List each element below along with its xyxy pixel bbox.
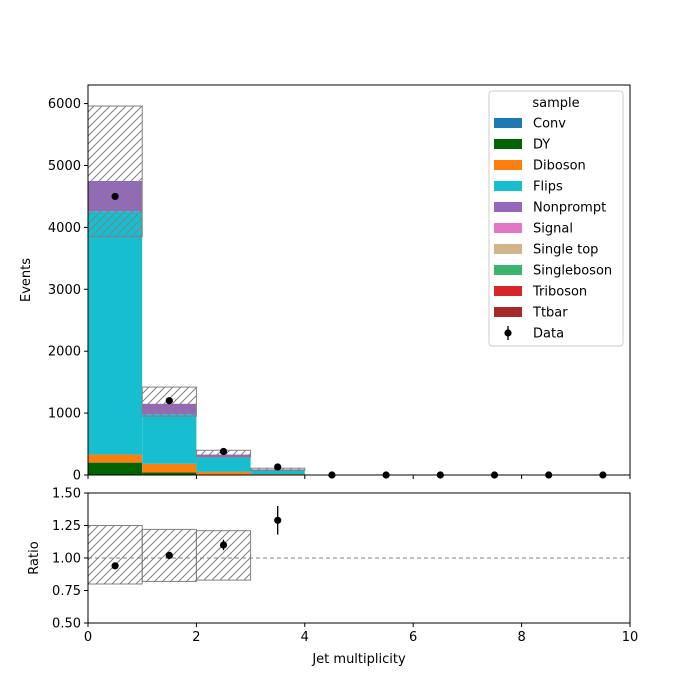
legend-label-flips: Flips [533,180,563,195]
legend-label-single-top: Single top [533,243,598,258]
legend-title: sample [532,96,579,111]
ratio-panel: 0.50 0.75 1.00 1.25 1.50 0 2 4 6 8 10 Jet multipl… [27,487,638,668]
ratio-point [111,562,119,570]
bar-flips-bin-2 [196,457,251,472]
main-y-axis-label: Events [19,258,34,302]
legend-label-triboson: Triboson [532,285,587,300]
ratio-point [165,551,173,560]
bar-flips-bin-0 [88,211,143,455]
legend-swatch-singleboson [494,265,522,275]
legend-swatch-single-top [494,244,522,254]
y-tick-label: 6000 [48,97,81,112]
legend-swatch-diboson [494,160,522,170]
ratio-uncertainty-bin-2 [195,530,252,581]
y-tick-label: 1000 [48,407,81,422]
main-axes-frame [87,84,631,476]
legend-swatch-signal [494,223,522,233]
uncertainty-band-bin-0 [87,105,143,238]
legend-label-singleboson: Singleboson [533,264,612,279]
legend-swatch-dy [494,139,522,149]
ratio-y-tick-label: 0.50 [52,617,81,632]
legend-data-marker [504,329,512,337]
ratio-point [274,516,282,524]
y-tick-label: 5000 [48,159,81,174]
y-tick-label: 3000 [48,283,81,298]
ratio-point [219,541,228,549]
ratio-y-tick-label: 0.75 [52,584,81,599]
y-tick-label: 0 [73,469,81,484]
bar-diboson-bin-3 [250,474,305,475]
legend-label-signal: Signal [533,222,573,237]
legend-label-conv: Conv [533,117,566,132]
ratio-y-axis-label: Ratio [27,541,42,574]
bar-dy-bin-1 [142,472,197,475]
x-tick-label: 2 [192,630,200,645]
legend-label-data: Data [533,327,564,342]
ratio-y-tick-label: 1.50 [52,487,81,502]
data-point [111,192,119,201]
data-point [274,463,282,471]
legend-swatch-nonprompt [494,202,522,212]
legend: sample Conv DY Diboson Flips Nonprompt Signal… [488,90,624,347]
x-tick-label: 0 [84,630,92,645]
legend-frame [488,90,624,347]
bar-dy-bin-0 [88,462,143,475]
x-tick-label: 10 [622,630,639,645]
legend-label-ttbar: Ttbar [532,306,568,321]
legend-label-dy: DY [533,138,550,153]
legend-swatch-triboson [494,286,522,296]
legend-label-diboson: Diboson [533,159,586,174]
y-tick-label: 2000 [48,345,81,360]
bar-diboson-bin-2 [196,471,251,475]
bar-diboson-bin-0 [88,454,143,463]
ratio-uncertainty-bin-0 [87,525,143,585]
legend-label-nonprompt: Nonprompt [533,201,606,216]
legend-swatch-conv [494,118,522,128]
bar-flips-bin-3 [250,470,305,475]
bar-flips-bin-1 [142,414,197,464]
y-tick-label: 4000 [48,221,81,236]
data-point [165,397,173,405]
ratio-y-tick-label: 1.25 [52,519,81,534]
legend-swatch-flips [494,181,522,191]
data-point [219,447,228,456]
x-tick-label: 8 [517,630,525,645]
bar-diboson-bin-1 [142,463,197,473]
x-tick-label: 6 [409,630,417,645]
main-panel: 0 1000 2000 3000 4000 5000 6000 Events [19,84,631,484]
x-tick-label: 4 [301,630,309,645]
legend-swatch-ttbar [494,307,522,317]
ratio-y-tick-label: 1.00 [52,552,81,567]
x-axis-label: Jet multiplicity [311,652,406,667]
